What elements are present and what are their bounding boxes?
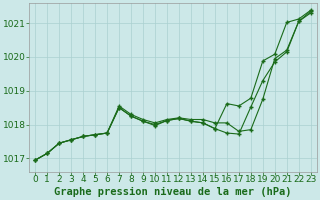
X-axis label: Graphe pression niveau de la mer (hPa): Graphe pression niveau de la mer (hPa) <box>54 187 292 197</box>
